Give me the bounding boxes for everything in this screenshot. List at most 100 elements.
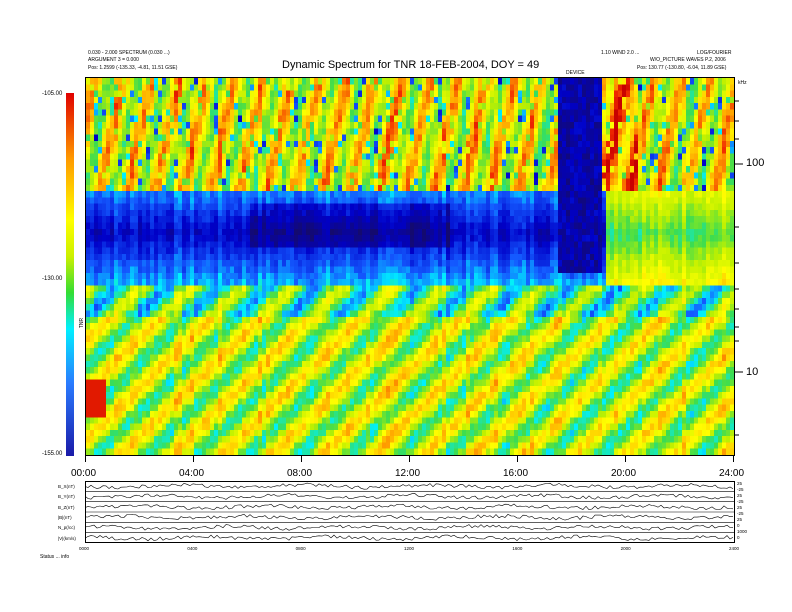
spectrum-cell: [274, 417, 279, 425]
spectrum-cell: [386, 411, 391, 418]
spectrum-cell: [374, 197, 379, 205]
spectrum-cell: [138, 329, 143, 337]
spectrum-cell: [322, 90, 327, 98]
spectrum-cell: [94, 197, 99, 205]
spectrum-cell: [186, 96, 191, 104]
spectrum-cell: [142, 172, 147, 180]
spectrum-cell: [318, 348, 323, 356]
spectrum-cell: [330, 423, 335, 431]
spectrum-cell: [206, 354, 211, 362]
spectrum-cell: [178, 260, 183, 268]
spectrum-cell: [286, 341, 291, 349]
spectrum-cell: [94, 335, 99, 343]
spectrum-cell: [90, 159, 95, 167]
spectrum-cell: [382, 121, 387, 129]
spectrum-cell: [278, 285, 283, 293]
spectrum-cell: [402, 404, 407, 412]
spectrum-cell: [326, 436, 331, 444]
spectrum-cell: [110, 103, 115, 111]
spectrum-cell: [214, 191, 219, 198]
spectrum-cell: [366, 241, 371, 249]
spectrum-cell: [122, 316, 127, 324]
spectrum-cell: [86, 134, 91, 142]
spectrum-cell: [114, 272, 119, 280]
spectrum-cell: [98, 260, 103, 268]
spectrum-cell: [174, 203, 179, 211]
spectrum-cell: [194, 128, 199, 136]
spectrum-cell: [410, 134, 415, 142]
spectrum-cell: [134, 291, 139, 299]
spectrum-cell: [118, 115, 123, 123]
spectrum-cell: [334, 411, 339, 418]
spectrum-cell: [410, 354, 415, 362]
spectrum-cell: [106, 253, 111, 261]
spectrum-cell: [286, 260, 291, 268]
spectrum-cell: [302, 279, 307, 286]
spectrum-cell: [146, 128, 151, 136]
spectrum-cell: [126, 222, 131, 230]
spectrum-cell: [166, 172, 171, 180]
spectrum-cell: [218, 285, 223, 293]
spectrum-cell: [226, 134, 231, 142]
spectrum-cell: [186, 253, 191, 261]
spectrum-cell: [362, 184, 367, 192]
spectrum-cell: [130, 209, 135, 217]
spectrum-cell: [178, 109, 183, 117]
spectrum-cell: [270, 310, 275, 318]
spectrum-cell: [142, 197, 147, 205]
spectrum-cell: [238, 316, 243, 324]
spectrum-cell: [318, 442, 323, 450]
spectrum-cell: [366, 134, 371, 142]
spectrum-cell: [138, 310, 143, 318]
spectrum-cell: [346, 165, 351, 173]
spectrum-cell: [110, 147, 115, 154]
spectrum-cell: [282, 153, 287, 161]
spectrum-cell: [358, 436, 363, 444]
spectrum-cell: [98, 121, 103, 129]
spectrum-cell: [226, 203, 231, 211]
spectrum-cell: [354, 197, 359, 205]
spectrum-cell: [158, 128, 163, 136]
spectrum-cell: [290, 304, 295, 312]
spectrum-cell: [114, 285, 119, 293]
spectrum-cell: [118, 404, 123, 412]
spectrum-cell: [354, 398, 359, 406]
spectrum-cell: [230, 84, 235, 92]
spectrum-cell: [98, 379, 103, 387]
spectrum-cell: [234, 404, 239, 412]
spectrum-cell: [122, 253, 127, 261]
spectrum-cell: [366, 172, 371, 180]
spectrum-cell: [314, 96, 319, 104]
spectrum-cell: [186, 423, 191, 431]
spectrum-cell: [386, 159, 391, 167]
spectrum-cell: [102, 398, 107, 406]
spectrum-cell: [150, 385, 155, 393]
spectrum-cell: [382, 216, 387, 224]
spectrum-cell: [398, 335, 403, 343]
spectrum-cell: [358, 115, 363, 123]
spectrum-cell: [334, 385, 339, 393]
spectrum-cell: [174, 310, 179, 318]
spectrum-cell: [94, 429, 99, 437]
spectrum-cell: [158, 165, 163, 173]
spectrum-cell: [190, 323, 195, 330]
spectrum-cell: [410, 209, 415, 217]
spectrum-cell: [370, 285, 375, 293]
spectrum-cell: [250, 228, 255, 236]
spectrum-cell: [146, 335, 151, 343]
spectrum-cell: [194, 84, 199, 92]
spectrum-cell: [322, 335, 327, 343]
spectrum-cell: [290, 385, 295, 393]
spectrum-cell: [102, 442, 107, 450]
spectrum-cell: [414, 297, 419, 305]
spectrum-cell: [338, 222, 343, 230]
spectrum-cell: [266, 241, 271, 249]
spectrum-cell: [126, 360, 131, 368]
spectrum-cell: [334, 279, 339, 286]
spectrum-cell: [186, 385, 191, 393]
spectrum-cell: [354, 172, 359, 180]
spectrum-cell: [298, 128, 303, 136]
spectrum-cell: [238, 197, 243, 205]
spectrum-cell: [118, 128, 123, 136]
spectrum-cell: [278, 448, 283, 455]
